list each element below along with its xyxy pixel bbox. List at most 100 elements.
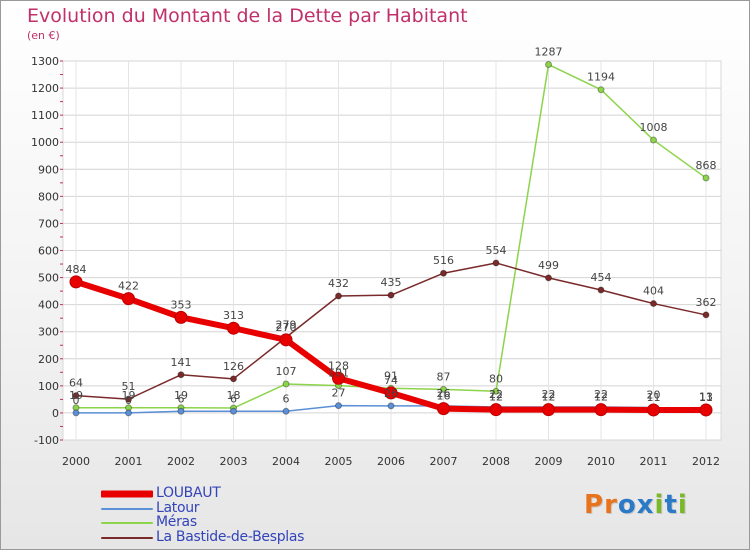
data-label: 353 [171,298,192,311]
data-label: 6 [178,392,185,405]
y-tick-label: 0 [52,407,59,420]
x-tick-label: 2003 [220,455,248,468]
y-tick-label: -100 [34,434,59,447]
unit-label: (en €) [27,29,60,42]
data-point [492,387,500,395]
y-tick-label: 200 [38,353,59,366]
data-label: 279 [276,318,297,331]
data-point [387,402,395,410]
x-tick-label: 2007 [430,455,458,468]
legend-item: La Bastide-de-Besplas [101,528,361,546]
data-point [332,371,345,385]
data-point [122,292,135,306]
data-point [72,409,80,417]
data-label: 435 [381,276,402,289]
data-label: 432 [328,277,349,290]
y-tick-label: 500 [38,272,59,285]
y-tick-label: 1000 [31,136,59,149]
data-label: 22 [594,388,608,401]
legend-label: Latour [156,499,200,516]
legend-item: Latour [101,499,361,517]
data-label: 12 [489,391,503,404]
data-label: 27 [332,387,346,400]
data-label: 74 [384,374,398,387]
data-point [72,392,80,400]
data-point [387,291,395,299]
data-point [492,259,500,267]
legend-label: La Bastide-de-Besplas [156,528,305,545]
data-label: 1008 [640,121,668,134]
legend-swatch [101,507,153,510]
data-label: 0 [73,394,80,407]
data-point [597,86,605,94]
data-point [125,395,132,403]
data-point [647,403,660,417]
data-label: 13 [699,390,713,403]
data-point [489,403,503,417]
y-tick-label: 1200 [31,82,59,95]
data-point [702,174,710,182]
y-tick-label: 100 [38,380,59,393]
y-tick-label: 1100 [31,109,59,122]
logo-letter: P [584,490,605,520]
data-point [702,311,710,319]
data-label: 499 [538,259,559,272]
data-label: 18 [227,389,241,402]
data-point [282,407,290,415]
data-point [335,402,342,410]
data-point [279,333,293,347]
legend-swatch [101,536,153,539]
data-label: 22 [489,388,503,401]
data-label: 87 [437,370,451,383]
data-label: 516 [433,254,454,267]
legend-item: Méras [101,514,361,531]
data-label: 1287 [535,46,563,59]
data-point [230,407,237,415]
data-point [542,403,555,417]
data-point [440,385,447,393]
data-label: 6 [230,392,237,405]
data-label: 128 [328,359,349,372]
logo-letter: x [636,490,655,520]
data-label: 20 [647,389,661,402]
data-label: 22 [542,388,556,401]
data-label: 270 [276,321,297,334]
data-point [650,300,657,308]
y-tick-label: 900 [38,163,59,176]
data-label: 11 [699,391,713,404]
data-label: 362 [696,296,717,309]
data-label: 554 [486,244,507,257]
data-label: 64 [69,377,83,390]
data-label: 6 [283,392,290,405]
logo-letter: t [664,490,678,520]
y-tick-label: 400 [38,299,59,312]
data-point [69,275,83,289]
x-tick-label: 2012 [692,455,720,468]
data-label: 26 [437,387,451,400]
data-point [174,310,188,324]
y-tick-label: 300 [38,326,59,339]
data-label: 101 [328,367,349,380]
data-label: 11 [647,391,661,404]
x-tick-label: 2006 [377,455,405,468]
data-label: 26 [384,387,398,400]
y-tick-label: 600 [38,245,59,258]
data-point [230,375,237,383]
data-label: 0 [125,394,132,407]
data-label: 51 [122,380,136,393]
data-label: 19 [122,389,136,402]
x-tick-label: 2011 [640,455,668,468]
y-tick-label: 1300 [31,55,59,68]
data-point [545,61,552,69]
x-tick-label: 2000 [62,455,90,468]
data-label: 107 [276,365,297,378]
chart-title: Evolution du Montant de la Dette par Hab… [27,5,468,27]
y-tick-label: 800 [38,190,59,203]
logo-letter: i [677,490,688,520]
data-point [437,402,450,416]
data-label: 422 [118,280,139,293]
data-label: 12 [542,391,556,404]
data-label: 80 [489,372,503,385]
data-point [177,407,185,415]
